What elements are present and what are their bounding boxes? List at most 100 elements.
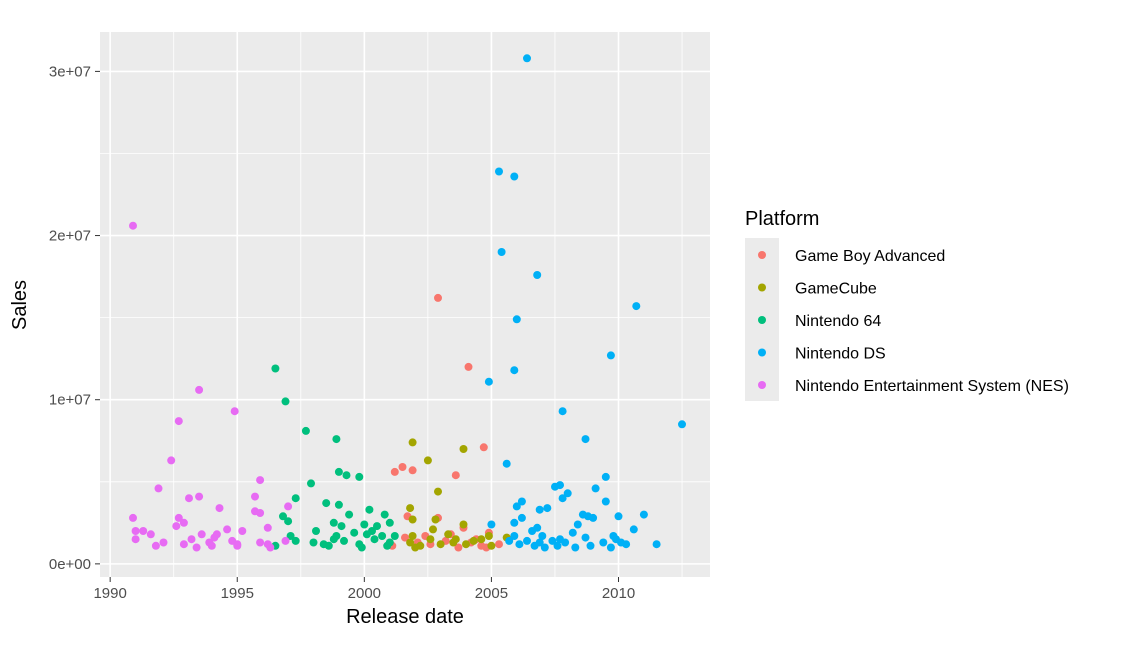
legend-key (758, 348, 766, 357)
data-point (408, 438, 417, 447)
data-point (174, 513, 183, 522)
data-point (197, 530, 206, 539)
data-point (568, 528, 577, 537)
data-point (510, 172, 519, 181)
data-point (632, 302, 641, 311)
data-point (195, 492, 204, 501)
data-point (408, 466, 417, 475)
data-point (129, 221, 137, 230)
data-point (512, 502, 521, 511)
data-point (401, 533, 409, 542)
data-point (622, 540, 631, 549)
data-point (131, 527, 140, 535)
data-point (355, 472, 364, 481)
data-point (612, 535, 620, 544)
data-point (601, 497, 610, 506)
data-point (362, 530, 371, 539)
data-point (342, 471, 351, 480)
data-point (129, 513, 137, 522)
legend-label: Nintendo DS (795, 346, 886, 363)
legend-items: Game Boy Advanced GameCube Nintendo 64 Nint… (758, 248, 1069, 395)
data-point (434, 293, 442, 302)
data-point (434, 487, 442, 496)
legend-label: Nintendo 64 (795, 313, 881, 330)
data-point (558, 407, 567, 416)
data-point (322, 499, 331, 508)
data-point (301, 426, 310, 435)
data-point (357, 543, 366, 552)
data-point (192, 543, 201, 552)
data-point (373, 522, 381, 531)
data-point (436, 540, 445, 549)
data-point (462, 540, 470, 549)
data-point (378, 532, 387, 540)
y-axis: 0e+00 1e+07 2e+07 3e+07 (49, 63, 100, 573)
data-point (332, 532, 341, 540)
data-point (151, 541, 160, 550)
data-point (312, 527, 320, 535)
data-point (263, 523, 272, 532)
data-point (411, 543, 420, 552)
data-point (543, 504, 552, 513)
data-points (129, 54, 686, 552)
data-point (639, 510, 648, 519)
legend-label: Game Boy Advanced (795, 248, 945, 265)
data-point (484, 377, 493, 386)
data-point (510, 518, 519, 527)
y-axis-title: Sales (9, 280, 31, 330)
data-point (502, 459, 511, 468)
data-point (561, 538, 570, 547)
data-point (271, 364, 280, 373)
data-point (179, 540, 188, 549)
legend-title: Platform (745, 208, 819, 230)
data-point (523, 536, 531, 545)
data-point (505, 536, 514, 545)
data-point (385, 518, 394, 527)
data-point (390, 467, 399, 476)
data-point (423, 456, 432, 465)
data-point (563, 489, 572, 498)
data-point (256, 538, 265, 547)
data-point (479, 443, 488, 452)
data-point (380, 510, 389, 519)
data-point (256, 509, 265, 517)
data-point (406, 504, 415, 513)
data-point (533, 271, 542, 279)
data-point (286, 532, 295, 540)
data-point (556, 481, 564, 490)
data-point (495, 540, 503, 549)
data-point (431, 515, 440, 524)
data-point (332, 435, 341, 444)
data-point (487, 520, 496, 529)
data-point (167, 456, 176, 465)
x-tick-label: 1990 (93, 585, 126, 602)
x-tick-label: 2000 (348, 585, 381, 602)
data-point (398, 463, 407, 471)
data-point (350, 528, 359, 537)
x-tick-label: 2010 (602, 585, 635, 602)
data-point (291, 536, 300, 545)
data-point (256, 476, 265, 485)
data-point (517, 513, 526, 522)
data-point (558, 494, 567, 503)
y-tick-label: 3e+07 (49, 63, 91, 80)
data-point (334, 467, 343, 476)
data-point (408, 532, 417, 540)
data-point (370, 535, 379, 544)
data-point (515, 540, 524, 549)
data-point (309, 538, 318, 547)
plot-panel (100, 32, 710, 577)
data-point (586, 541, 595, 550)
data-point (215, 504, 224, 513)
data-point (533, 523, 542, 532)
data-point (484, 532, 493, 540)
data-point (512, 315, 521, 324)
data-point (185, 494, 193, 503)
data-point (159, 538, 168, 547)
data-point (510, 532, 519, 540)
data-point (497, 248, 506, 256)
data-point (571, 543, 580, 552)
data-point (426, 535, 435, 544)
x-tick-label: 1995 (221, 585, 254, 602)
